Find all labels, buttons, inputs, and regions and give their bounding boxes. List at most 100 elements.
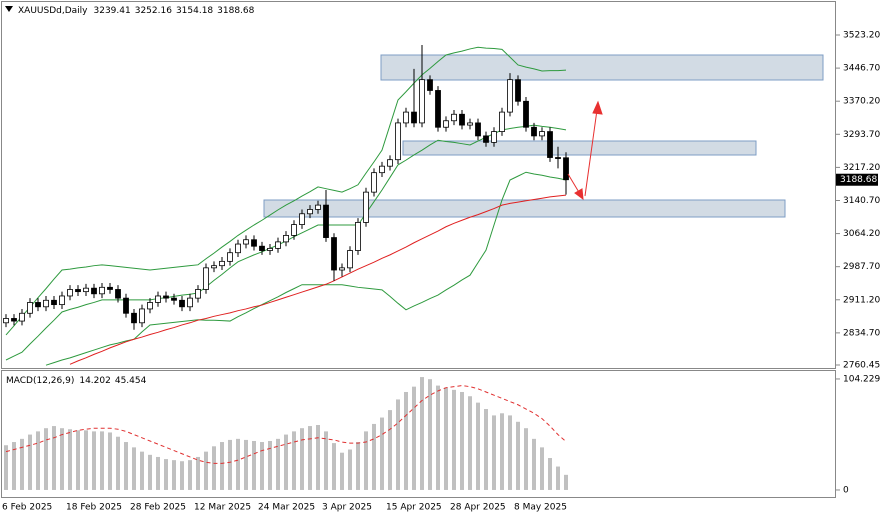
macd-bar [236,438,240,490]
macd-bar [132,447,136,490]
candle-body [195,289,201,299]
up-arrow [584,109,598,197]
candle-body [35,302,41,308]
macd-bar [532,438,536,490]
macd-bar [148,454,152,490]
candle-body [27,302,33,314]
candle-body [299,213,305,225]
ohlc-open: 3239.41 [94,6,131,16]
candle-body [523,100,529,128]
x-tick-label: 28 Feb 2025 [130,503,186,513]
candle-body [435,90,441,128]
macd-bar [268,440,272,490]
y-tick-label: 104.229 [843,374,880,384]
candle-body [563,157,569,181]
candle-body [67,289,73,297]
candle-body [411,111,417,124]
candle-body [331,237,337,271]
price-header: XAUUSDd,Daily 3239.41 3252.16 3154.18 3188.6… [18,6,255,16]
candle-body [43,299,49,308]
macd-bar [140,451,144,490]
down-arrow [567,173,581,195]
macd-bar [316,425,320,490]
candle-body [75,289,81,293]
macd-bar [52,426,56,490]
macd-bar [292,431,296,490]
macd-bar [516,421,520,490]
x-tick-label: 28 Apr 2025 [450,503,506,513]
candle-body [395,122,401,161]
macd-bar [244,439,248,490]
collapse-icon [5,6,13,12]
ohlc-low: 3154.18 [176,6,213,16]
macd-bar [556,466,560,490]
macd-bar [92,431,96,490]
x-tick-label: 18 Feb 2025 [66,503,122,513]
candle-body [131,312,137,324]
macd-bar [204,451,208,490]
macd-bar [196,456,200,490]
macd-bar [388,410,392,490]
macd-bar [212,446,216,490]
macd-bar [260,442,264,490]
up-arrow-head [592,100,603,115]
candle-body [491,131,497,143]
macd-bar [284,434,288,490]
macd-bar [452,389,456,490]
candle-body [339,267,345,271]
macd-bar [460,391,464,490]
macd-bar [76,430,80,490]
y-tick-label: 3293.70 [843,130,880,140]
y-tick-label: 2987.70 [843,262,880,272]
candle-body [155,295,161,303]
candle-body [235,243,241,254]
price-marker-label: 3188.68 [840,175,877,185]
candle-body [387,159,393,167]
macd-bar [28,434,32,490]
price-panel [1,1,836,369]
macd-bar [444,387,448,490]
candle-body [187,297,193,308]
down-arrow-head [574,188,584,201]
candle-body [531,126,537,137]
candle-body [115,289,121,299]
macd-bar [172,460,176,490]
signal-value: 45.454 [115,376,147,386]
candle-body [499,111,505,132]
candle-body [51,299,57,306]
y-tick-label: 2834.70 [843,328,880,338]
indicator-line [5,46,567,336]
macd-bar [396,399,400,490]
macd-header: MACD(12,26,9) 14.202 45.454 [6,376,147,386]
price-marker [836,173,878,186]
y-tick-label: 3217.20 [843,163,880,173]
macd-value: 14.202 [79,376,111,386]
macd-title: MACD(12,26,9) [6,376,74,386]
indicator-line [69,194,567,365]
macd-bar [564,474,568,490]
candle-body [251,239,257,247]
macd-bar [100,431,104,490]
candle-body [283,235,289,243]
candle-body [427,79,433,91]
candle-body [507,79,513,113]
macd-bar [108,432,112,490]
macd-bar [60,428,64,490]
macd-bar [380,417,384,490]
support-zone [263,199,786,218]
candle-body [123,297,129,314]
candle-body [451,113,457,122]
candle-body [547,131,553,158]
signal-line [5,385,567,464]
macd-bar [500,413,504,490]
candle-body [3,318,9,324]
candle-body [19,312,25,322]
y-tick-label: 3523.20 [843,31,880,41]
resistance-zone [380,54,824,81]
macd-bar [348,449,352,490]
y-tick-label: 3370.20 [843,97,880,107]
macd-bar [20,438,24,490]
y-tick-label: 3140.70 [843,196,880,206]
macd-bar [68,429,72,490]
